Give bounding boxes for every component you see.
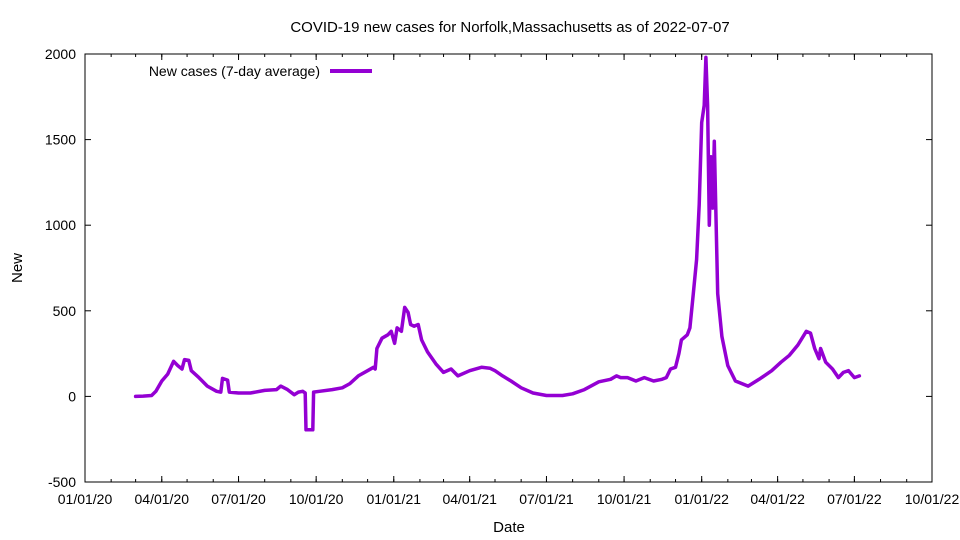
y-tick-label: 0 [68, 388, 76, 404]
plot-frame [84, 53, 933, 483]
x-tick-label: 07/01/21 [519, 491, 574, 507]
series-line-new-cases [133, 55, 862, 432]
y-tick-label: 1000 [45, 217, 76, 233]
y-tick-label: 2000 [45, 46, 76, 62]
chart-title: COVID-19 new cases for Norfolk,Massachus… [290, 19, 729, 36]
x-axis-label: Date [493, 519, 525, 536]
y-axis: -500 0 500 1000 1500 2000 [45, 46, 932, 490]
x-tick-label: 01/01/22 [674, 491, 729, 507]
legend-label: New cases (7-day average) [149, 63, 320, 79]
x-axis: 01/01/20 04/01/20 07/01/20 10/01/20 01/01/21… [58, 54, 960, 507]
y-tick-label: 500 [53, 303, 77, 319]
x-tick-label: 01/01/20 [58, 491, 113, 507]
x-tick-label: 10/01/21 [597, 491, 652, 507]
legend: New cases (7-day average) [149, 63, 372, 79]
x-tick-label: 04/01/22 [750, 491, 805, 507]
x-tick-label: 01/01/21 [367, 491, 422, 507]
x-tick-label: 04/01/21 [442, 491, 497, 507]
y-tick-label: 1500 [45, 132, 76, 148]
x-tick-label: 10/01/20 [289, 491, 344, 507]
x-tick-label: 07/01/22 [827, 491, 882, 507]
y-tick-label: -500 [48, 474, 76, 490]
x-tick-label: 04/01/20 [135, 491, 190, 507]
y-axis-label: New [9, 253, 26, 283]
x-tick-label: 07/01/20 [211, 491, 266, 507]
x-tick-label: 10/01/22 [905, 491, 960, 507]
